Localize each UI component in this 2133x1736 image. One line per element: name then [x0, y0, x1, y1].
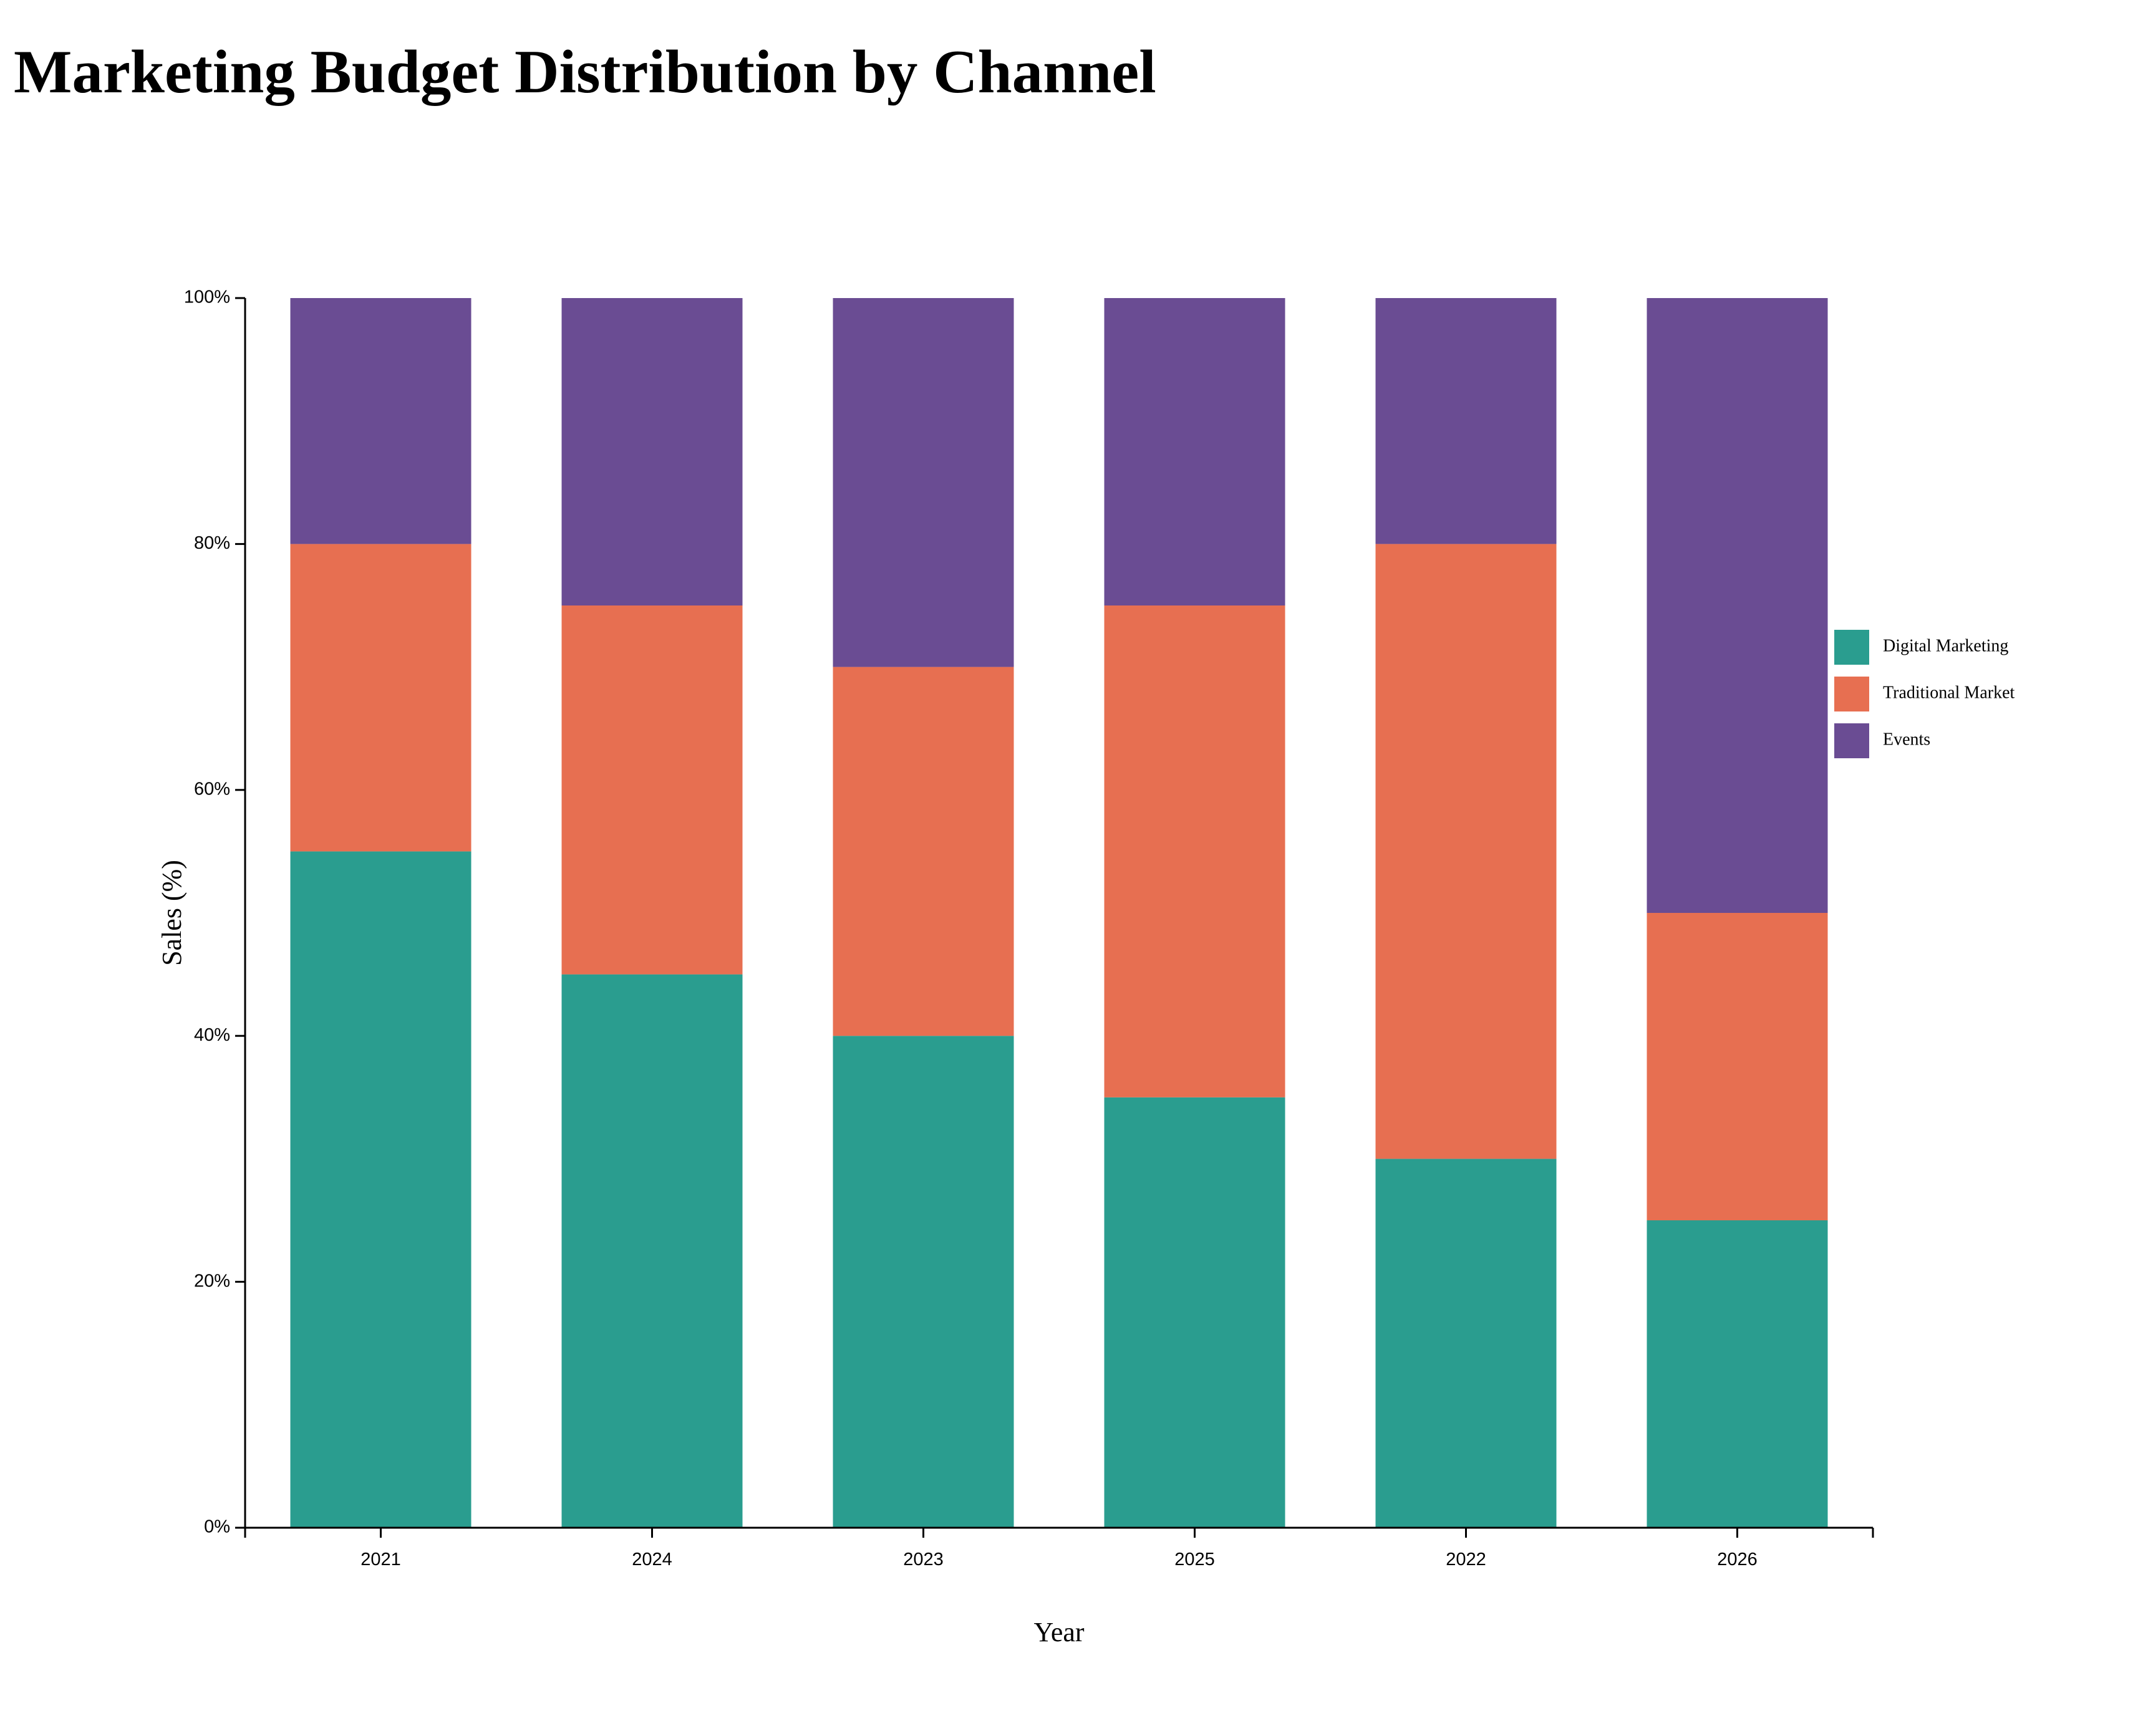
- y-tick-label: 40%: [194, 1025, 230, 1045]
- bar-2025-series-3: [1104, 298, 1285, 605]
- legend-swatch: [1834, 723, 1869, 758]
- x-tick-label: 2023: [903, 1550, 944, 1570]
- bar-2026-series-3: [1647, 298, 1828, 913]
- bar-2024-series-2: [561, 605, 743, 975]
- bar-2023-series-3: [833, 298, 1014, 667]
- x-tick-label: 2021: [360, 1550, 401, 1570]
- bar-2022-series-2: [1375, 544, 1557, 1159]
- y-tick-label: 100%: [184, 287, 230, 307]
- x-tick-label: 2022: [1446, 1550, 1486, 1570]
- chart-title: Marketing Budget Distribution by Channel: [14, 38, 1156, 106]
- y-tick-label: 80%: [194, 533, 230, 553]
- bar-2023-series-1: [833, 1036, 1014, 1528]
- legend: Digital Marketing Traditional Market Event…: [1834, 630, 2015, 758]
- x-tick-label: 2025: [1174, 1550, 1215, 1570]
- bar-2024-series-3: [561, 298, 743, 605]
- y-tick-label: 60%: [194, 779, 230, 799]
- bar-2025-series-2: [1104, 605, 1285, 1097]
- bar-2023-series-2: [833, 667, 1014, 1036]
- bar-2021-series-1: [290, 851, 472, 1528]
- y-axis-title: Sales (%): [157, 860, 187, 966]
- bar-2022-series-1: [1375, 1159, 1557, 1528]
- y-tick-label: 20%: [194, 1271, 230, 1291]
- x-tick-label: 2024: [632, 1550, 672, 1570]
- y-axis-ticks: 0% 20% 40% 60% 80% 100%: [184, 287, 245, 1537]
- bar-2025-series-1: [1104, 1097, 1285, 1528]
- legend-label: Events: [1883, 730, 1930, 749]
- bar-2024-series-1: [561, 974, 743, 1528]
- legend-label: Digital Marketing: [1883, 636, 2008, 655]
- bar-2021-series-2: [290, 544, 472, 852]
- legend-label: Traditional Market: [1883, 683, 2015, 702]
- bar-2021-series-3: [290, 298, 472, 544]
- bar-2026-series-1: [1647, 1220, 1828, 1528]
- bar-2022-series-3: [1375, 298, 1557, 544]
- y-tick-label: 0%: [204, 1517, 230, 1537]
- x-tick-label: 2026: [1717, 1550, 1758, 1570]
- x-axis-title: Year: [1033, 1617, 1084, 1647]
- bars-layer: [290, 298, 1828, 1528]
- legend-swatch: [1834, 630, 1869, 665]
- legend-swatch: [1834, 677, 1869, 711]
- axes-layer: [244, 298, 1874, 1538]
- bar-2026-series-2: [1647, 913, 1828, 1220]
- x-axis-ticks: 2021 2024 2023 2025 2022 2026: [360, 1528, 1758, 1570]
